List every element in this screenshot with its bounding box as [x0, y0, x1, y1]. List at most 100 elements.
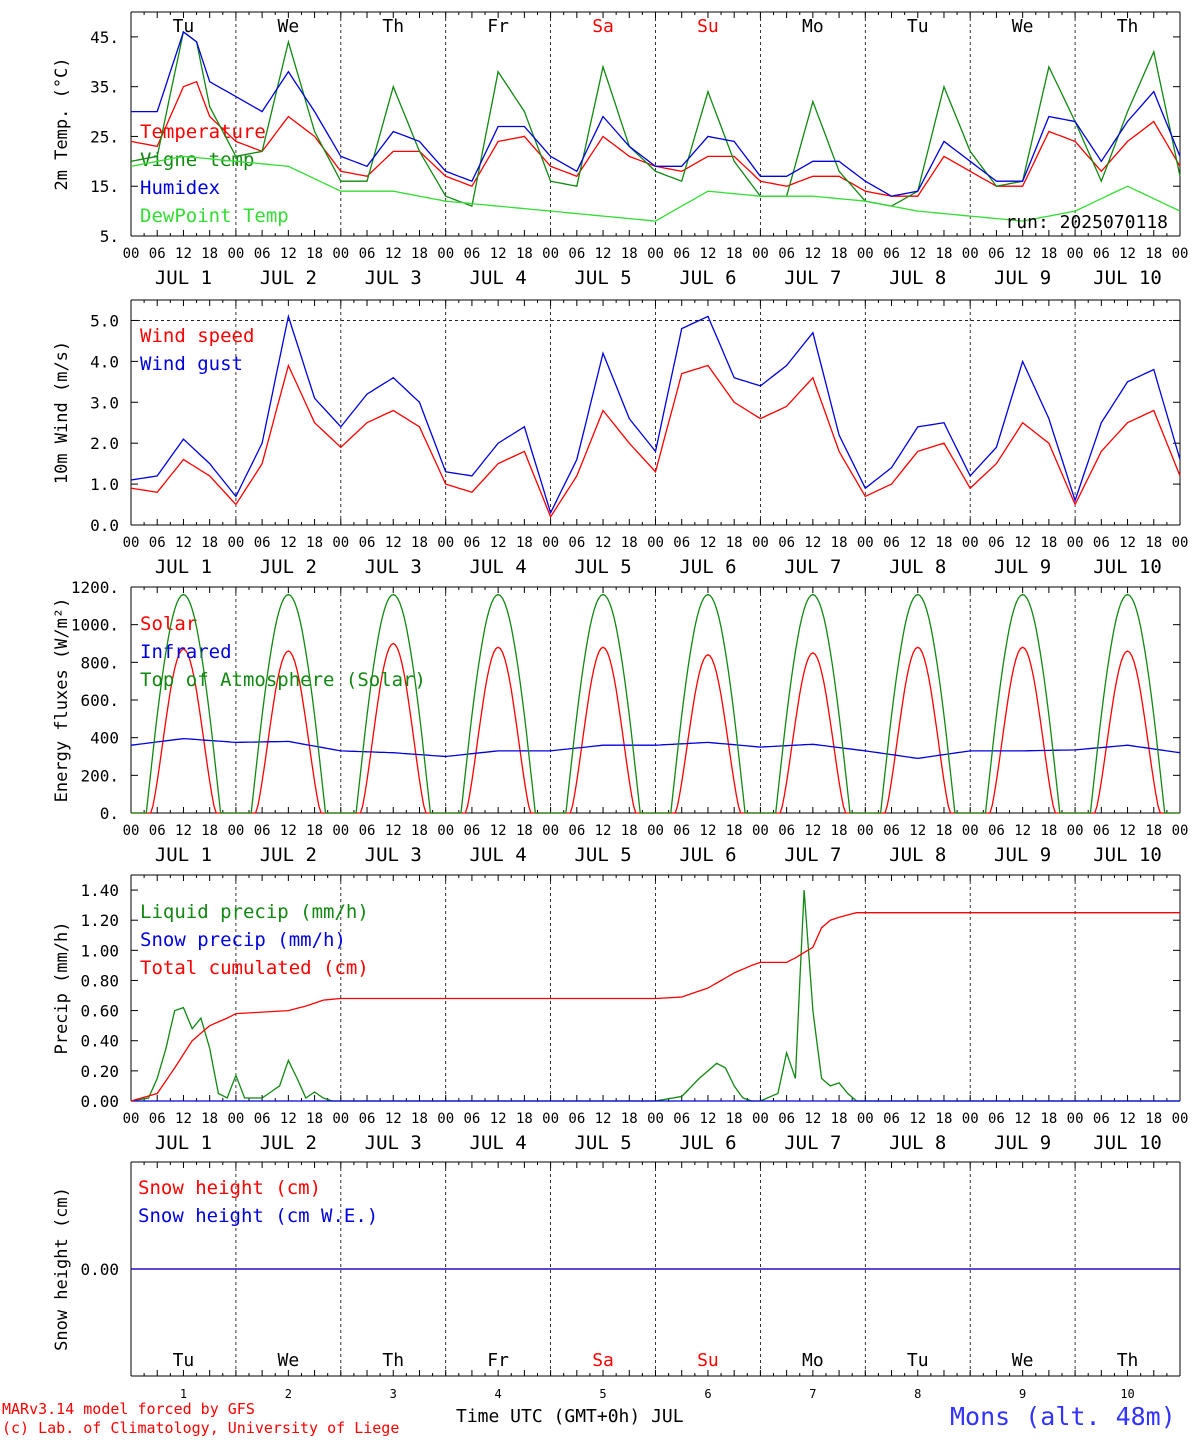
hour-tick-label: 12 [490, 1111, 507, 1127]
date-label: JUL 1 [155, 556, 212, 578]
hour-tick-label: 18 [621, 823, 638, 839]
y-tick-label: 0.40 [80, 1032, 119, 1051]
hour-tick-label: 06 [359, 246, 376, 262]
hour-tick-label: 06 [254, 823, 271, 839]
hour-tick-label: 18 [621, 1111, 638, 1127]
date-label: JUL 6 [679, 1132, 736, 1154]
y-tick-label: 15. [90, 177, 119, 196]
hour-tick-label: 00 [332, 535, 349, 551]
date-label: JUL 2 [260, 1132, 317, 1154]
y-axis-label: Snow height (cm) [52, 1187, 72, 1351]
date-label: JUL 4 [470, 556, 527, 578]
hour-tick-label: 18 [516, 535, 533, 551]
hour-tick-label: 06 [568, 1111, 585, 1127]
date-label: JUL 1 [155, 844, 212, 866]
hour-tick-label: 06 [778, 535, 795, 551]
hour-tick-label: 00 [227, 1111, 244, 1127]
hour-tick-label: 00 [227, 823, 244, 839]
weekday-label: Tu [173, 16, 195, 37]
hour-tick-label: 00 [1067, 535, 1084, 551]
weekday-label: Su [697, 1350, 719, 1371]
weekday-label: Th [1117, 16, 1139, 37]
hour-tick-label: 00 [123, 246, 140, 262]
date-label: JUL 4 [470, 267, 527, 289]
y-tick-label: 1.00 [80, 941, 119, 960]
y-tick-label: 5.0 [90, 311, 119, 330]
weekday-label: Su [697, 16, 719, 37]
hour-tick-label: 18 [1145, 246, 1162, 262]
weekday-label: Th [382, 1350, 404, 1371]
hour-tick-label: 18 [201, 1111, 218, 1127]
hour-tick-label: 18 [201, 823, 218, 839]
date-label: JUL 8 [889, 1132, 946, 1154]
day-number-label: 3 [390, 1387, 397, 1401]
hour-tick-label: 12 [1014, 823, 1031, 839]
y-axis-label: Precip (mm/h) [52, 921, 72, 1054]
day-number-label: 5 [599, 1387, 606, 1401]
hour-tick-label: 00 [437, 1111, 454, 1127]
hour-tick-label: 12 [1119, 246, 1136, 262]
hour-tick-label: 06 [673, 1111, 690, 1127]
hour-tick-label: 06 [673, 246, 690, 262]
day-number-label: 7 [809, 1387, 816, 1401]
date-label: JUL 4 [470, 1132, 527, 1154]
hour-tick-label: 00 [1067, 823, 1084, 839]
series-line-2 [130, 313, 1181, 515]
hour-tick-label: 18 [306, 246, 323, 262]
hour-tick-label: 00 [962, 1111, 979, 1127]
date-label: JUL 6 [679, 267, 736, 289]
y-tick-label: 0. [100, 804, 119, 823]
hour-tick-label: 12 [595, 246, 612, 262]
panel-2: 0.0 1.0 2.0 3.0 4.0 5.0 10m Wind (m/s) 00 06 12 18… [52, 299, 1189, 578]
hour-tick-label: 00 [752, 1111, 769, 1127]
y-tick-label: 600. [80, 691, 119, 710]
hour-tick-label: 06 [149, 535, 166, 551]
hour-tick-label: 06 [568, 246, 585, 262]
hour-tick-label: 00 [542, 823, 559, 839]
hour-tick-label: 06 [1093, 535, 1110, 551]
hour-tick-label: 06 [149, 823, 166, 839]
hour-tick-label: 00 [1172, 1111, 1189, 1127]
panel-3: 0. 200. 400 600. 800. 1000. 1200.Energy fluxes… [52, 578, 1188, 866]
hour-tick-label: 12 [385, 1111, 402, 1127]
hour-tick-label: 06 [463, 1111, 480, 1127]
hour-tick-label: 18 [201, 246, 218, 262]
legend-entry: Solar [140, 613, 197, 635]
hour-tick-label: 18 [726, 823, 743, 839]
hour-tick-label: 00 [1172, 535, 1189, 551]
y-tick-label: 200. [80, 766, 119, 785]
hour-tick-label: 18 [411, 1111, 428, 1127]
hour-tick-label: 18 [621, 535, 638, 551]
hour-tick-label: 12 [175, 1111, 192, 1127]
y-axis-label: 10m Wind (m/s) [52, 341, 72, 484]
hour-tick-label: 12 [1119, 823, 1136, 839]
y-tick-label: 0.0 [90, 516, 119, 535]
legend-entry: Snow precip (mm/h) [140, 929, 346, 951]
weekday-label: Fr [487, 16, 509, 37]
hour-tick-label: 06 [988, 535, 1005, 551]
hour-tick-label: 18 [726, 246, 743, 262]
legend-entry: Snow height (cm W.E.) [138, 1205, 378, 1227]
hour-tick-label: 00 [332, 1111, 349, 1127]
y-tick-label: 1.40 [80, 881, 119, 900]
date-label: JUL 3 [365, 267, 422, 289]
station-label: Mons (alt. 48m) [950, 1402, 1176, 1431]
legend-entry: Total cumulated (cm) [140, 957, 369, 979]
weekday-label: We [278, 1350, 300, 1371]
date-label: JUL 2 [260, 267, 317, 289]
weekday-label: Sa [592, 1350, 614, 1371]
series-line-3 [130, 912, 1180, 1102]
hour-tick-label: 06 [149, 246, 166, 262]
hour-tick-label: 00 [647, 823, 664, 839]
hour-tick-label: 00 [542, 246, 559, 262]
hour-tick-label: 18 [936, 1111, 953, 1127]
legend-entry: Vigne temp [140, 149, 254, 171]
day-number-label: 2 [285, 1387, 292, 1401]
hour-tick-label: 06 [673, 823, 690, 839]
hour-tick-label: 06 [1093, 823, 1110, 839]
date-label: JUL 10 [1093, 1132, 1162, 1154]
legend-entry: Top of Atmosphere (Solar) [140, 669, 426, 691]
hour-tick-label: 00 [437, 535, 454, 551]
legend-entry: Temperature [140, 121, 266, 143]
hour-tick-label: 18 [726, 535, 743, 551]
